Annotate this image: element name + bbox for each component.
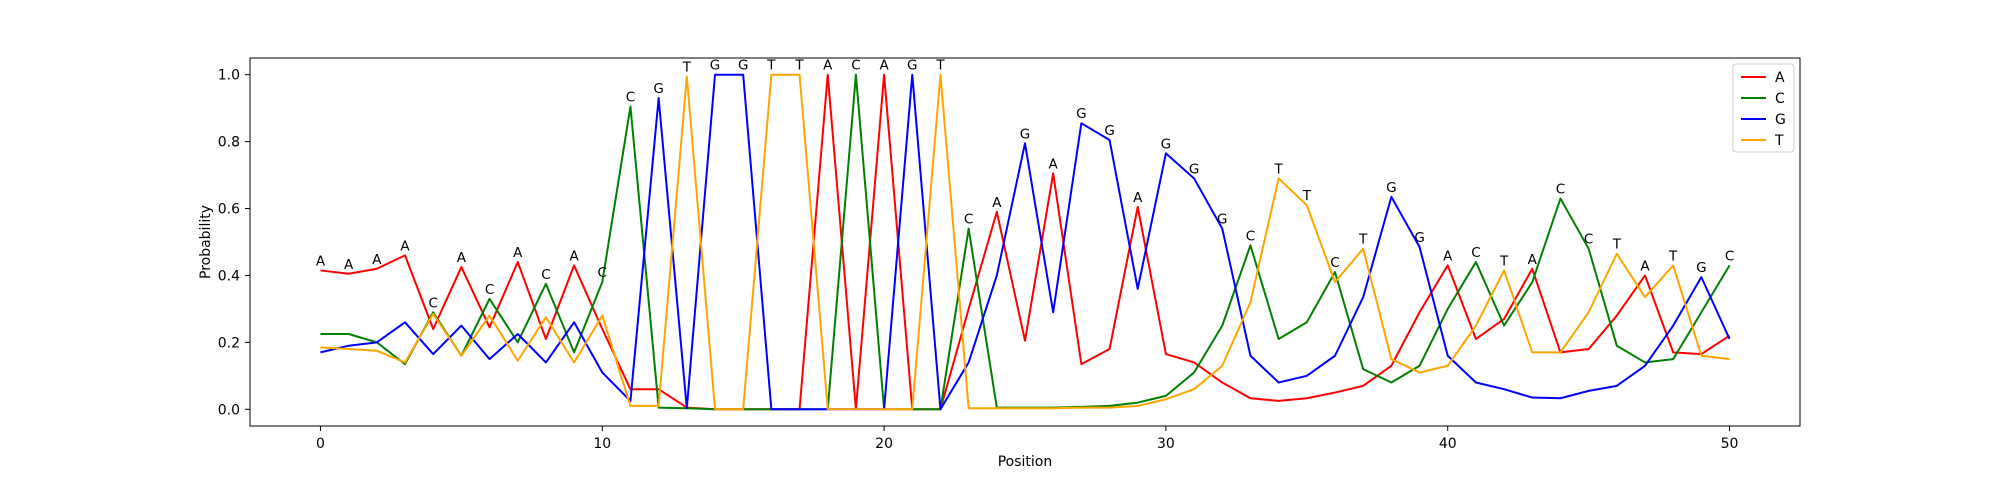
peak-label: T <box>1302 188 1312 204</box>
peak-label-layer: A A A A C A C A C A C C G T G G T T A C A G T C A G A G G A G G G C T T C T G G… <box>316 58 1734 312</box>
series-line-T <box>320 73 1730 411</box>
peak-label: A <box>372 252 382 268</box>
peak-label: T <box>794 58 804 74</box>
peak-label: C <box>1725 248 1734 264</box>
peak-label: A <box>992 195 1002 211</box>
x-tick-label: 20 <box>875 436 893 452</box>
peak-label: C <box>485 282 494 298</box>
peak-label: G <box>907 58 917 74</box>
peak-label: C <box>1330 255 1339 271</box>
x-tick-label: 30 <box>1157 436 1175 452</box>
y-axis: 0.0 0.2 0.4 0.6 0.8 1.0 <box>218 68 250 418</box>
peak-label: A <box>569 248 579 264</box>
x-tick-label: 50 <box>1721 436 1739 452</box>
peak-label: A <box>1443 248 1453 264</box>
peak-label: A <box>1049 156 1059 172</box>
peak-label: T <box>1499 253 1509 269</box>
peak-label: A <box>1640 258 1650 274</box>
peak-label: C <box>851 58 860 74</box>
peak-label: G <box>1386 180 1396 196</box>
peak-label: T <box>1358 232 1368 248</box>
legend-label-G: G <box>1775 112 1786 128</box>
y-tick-label: 0.0 <box>218 402 240 418</box>
y-axis-label: Probability <box>198 205 214 279</box>
peak-label: A <box>400 238 410 254</box>
legend-label-T: T <box>1774 133 1784 149</box>
peak-label: G <box>653 81 663 97</box>
peak-label: A <box>1528 252 1538 268</box>
legend-label-C: C <box>1775 91 1785 107</box>
peak-label: C <box>428 295 437 311</box>
peak-label: G <box>1020 126 1030 142</box>
y-tick-label: 1.0 <box>218 68 240 84</box>
peak-label: C <box>964 212 973 228</box>
legend-label-A: A <box>1775 70 1785 86</box>
peak-label: G <box>710 58 720 74</box>
peak-label: T <box>682 59 692 75</box>
y-tick-label: 0.4 <box>218 268 240 284</box>
y-tick-label: 0.2 <box>218 335 240 351</box>
peak-label: T <box>1668 248 1678 264</box>
peak-label: T <box>1612 237 1622 253</box>
peak-label: T <box>1274 161 1284 177</box>
y-tick-label: 0.8 <box>218 135 240 151</box>
series-line-A <box>320 73 1731 411</box>
peak-label: G <box>1414 230 1424 246</box>
peak-label: C <box>1556 182 1565 198</box>
series-layer <box>320 73 1731 411</box>
peak-label: C <box>1471 245 1480 261</box>
peak-label: G <box>1189 161 1199 177</box>
peak-label: T <box>766 58 776 74</box>
peak-label: G <box>1076 106 1086 122</box>
x-tick-label: 40 <box>1439 436 1457 452</box>
peak-label: G <box>1217 212 1227 228</box>
peak-label: C <box>541 267 550 283</box>
y-tick-label: 0.6 <box>218 202 240 218</box>
series-line-G <box>320 73 1731 411</box>
x-tick-label: 0 <box>316 436 325 452</box>
x-axis: 0 10 20 30 40 50 <box>316 426 1738 452</box>
peak-label: C <box>1584 232 1593 248</box>
peak-label: C <box>626 90 635 106</box>
peak-label: G <box>1696 260 1706 276</box>
peak-label: T <box>935 58 945 74</box>
peak-label: G <box>1104 123 1114 139</box>
peak-label: C <box>1246 228 1255 244</box>
peak-label: A <box>823 58 833 74</box>
legend-box <box>1732 63 1795 153</box>
peak-label: C <box>598 265 607 281</box>
x-axis-label: Position <box>998 454 1053 470</box>
peak-label: A <box>1133 190 1143 206</box>
peak-label: A <box>879 58 889 74</box>
peak-label: A <box>513 245 523 261</box>
peak-label: A <box>316 253 326 269</box>
plot-frame <box>249 57 1801 427</box>
peak-label: G <box>1161 136 1171 152</box>
peak-label: A <box>457 250 467 266</box>
peak-label: G <box>738 58 748 74</box>
peak-label: A <box>344 257 354 273</box>
x-tick-label: 10 <box>593 436 611 452</box>
